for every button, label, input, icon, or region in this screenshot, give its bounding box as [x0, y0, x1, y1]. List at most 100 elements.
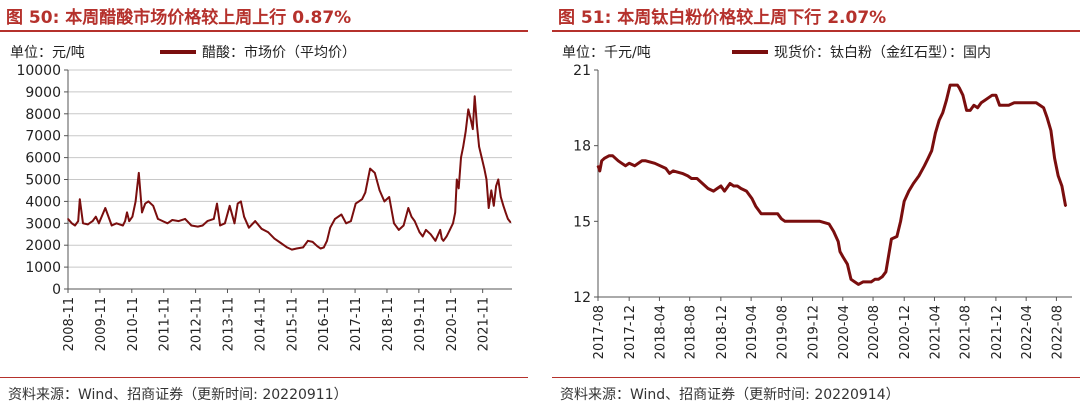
- data-point: [291, 248, 293, 251]
- data-point: [945, 99, 948, 102]
- data-point: [729, 182, 731, 185]
- data-point: [98, 222, 100, 225]
- data-point: [407, 207, 410, 209]
- data-point: [425, 229, 427, 231]
- x-tick-label: 2016-11: [317, 297, 332, 351]
- data-point: [958, 86, 960, 89]
- data-point: [213, 218, 215, 220]
- data-point: [716, 187, 718, 190]
- data-point: [903, 200, 905, 202]
- data-point: [745, 190, 748, 192]
- data-point: [476, 124, 478, 126]
- data-point: [791, 220, 794, 223]
- data-point: [236, 202, 239, 205]
- data-point: [927, 157, 929, 160]
- data-point: [740, 187, 742, 190]
- data-point: [804, 220, 806, 223]
- data-point: [358, 200, 360, 203]
- data-point: [720, 185, 722, 187]
- data-point: [307, 240, 309, 242]
- right-footer-rule: [552, 377, 1080, 378]
- data-point: [441, 237, 443, 240]
- data-point: [340, 213, 343, 216]
- data-point: [837, 240, 839, 243]
- data-point: [462, 145, 465, 148]
- x-tick-label: 2022-08: [1050, 305, 1065, 359]
- data-point: [828, 223, 830, 225]
- data-point: [617, 160, 619, 162]
- data-point: [460, 156, 462, 159]
- data-point: [254, 220, 256, 222]
- data-point: [472, 128, 474, 130]
- right-chart-panel: 图 51: 本周钛白粉价格较上周下行 2.07% 单位：千元/吨 12 15 18 21…: [552, 0, 1080, 411]
- data-point: [930, 149, 933, 152]
- data-point: [908, 190, 910, 192]
- right-chart: 单位：千元/吨 12 15 18 21 2017-08 2017-12 2018-04 2018…: [562, 44, 1072, 359]
- data-point: [850, 278, 852, 281]
- data-point: [881, 276, 883, 278]
- data-point: [696, 177, 698, 180]
- y-tick-label: 5000: [25, 173, 61, 189]
- x-tick-label: 2017-08: [592, 305, 607, 359]
- data-point: [934, 132, 937, 134]
- data-point: [138, 172, 140, 174]
- data-point: [918, 175, 920, 177]
- data-point: [483, 167, 486, 170]
- data-point: [243, 215, 245, 218]
- data-point: [147, 200, 150, 203]
- data-point: [1064, 205, 1067, 207]
- data-point: [141, 211, 143, 214]
- data-point: [201, 224, 204, 227]
- y-tick-label: 10000: [16, 63, 61, 79]
- data-point: [965, 109, 968, 112]
- data-point: [383, 200, 386, 203]
- data-point: [862, 281, 864, 283]
- data-point: [690, 177, 693, 180]
- data-point: [464, 130, 467, 133]
- data-point: [171, 219, 174, 221]
- data-point: [480, 156, 483, 159]
- data-point: [681, 172, 684, 175]
- legend-label: 醋酸：市场价（平均价）: [202, 44, 356, 61]
- data-point: [122, 224, 124, 227]
- data-point: [949, 84, 951, 86]
- data-point: [124, 220, 126, 222]
- data-point: [177, 220, 180, 222]
- data-point: [1024, 102, 1026, 104]
- data-point: [118, 223, 121, 226]
- data-point: [452, 222, 454, 225]
- series-line: [596, 83, 1068, 286]
- left-footer-rule: [0, 377, 528, 378]
- data-point: [754, 205, 757, 207]
- data-point: [597, 165, 599, 167]
- data-point: [1057, 175, 1059, 177]
- y-tick-label: 2000: [25, 238, 61, 254]
- data-point: [877, 278, 880, 281]
- data-point: [71, 222, 73, 225]
- data-point: [857, 283, 860, 286]
- unit-label: 单位：元/吨: [10, 45, 85, 61]
- data-point: [490, 189, 493, 192]
- data-point: [126, 211, 128, 214]
- data-point: [1029, 102, 1032, 104]
- data-point: [74, 224, 76, 227]
- left-title-rule: [0, 30, 528, 32]
- y-tick-label: 18: [573, 139, 591, 155]
- data-point: [478, 145, 480, 148]
- data-point: [449, 229, 451, 231]
- x-tick-label: 2017-11: [349, 297, 364, 351]
- data-point: [874, 278, 876, 281]
- data-point: [219, 224, 221, 227]
- data-point: [600, 160, 603, 162]
- data-point: [760, 213, 762, 215]
- x-tick-label: 2018-11: [381, 297, 396, 351]
- data-point: [991, 94, 993, 96]
- data-point: [273, 237, 276, 240]
- data-point: [445, 235, 448, 238]
- x-tick-label: 2017-12: [623, 305, 638, 359]
- data-point: [228, 205, 231, 207]
- x-tick-label: 2021-12: [990, 305, 1005, 359]
- data-point: [161, 220, 164, 222]
- data-point: [976, 107, 979, 109]
- data-point: [316, 245, 319, 248]
